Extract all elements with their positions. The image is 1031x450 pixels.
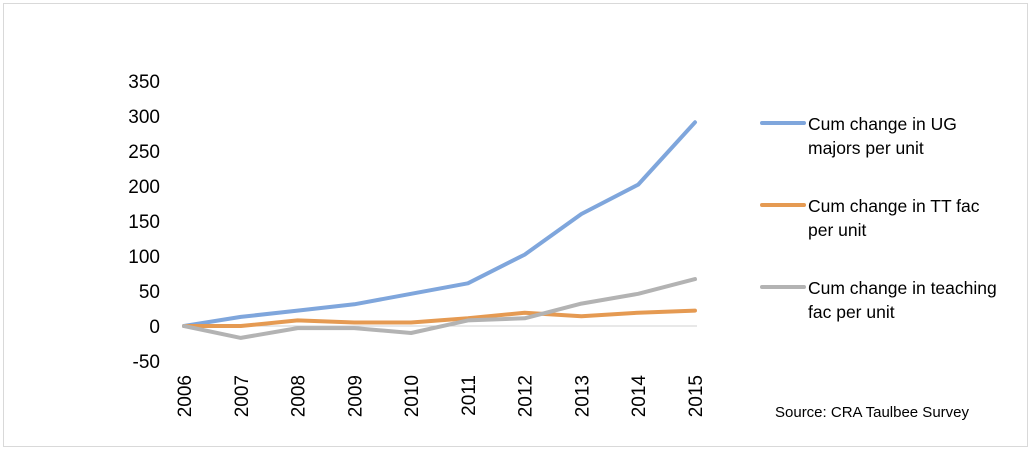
y-tick-label: 0 [149, 317, 160, 338]
y-tick-label: 350 [128, 72, 160, 93]
x-tick-label: 2011 [459, 375, 480, 416]
y-tick-label: 50 [139, 282, 160, 303]
x-tick-label: 2010 [402, 375, 423, 417]
x-axis: 2006 2007 2008 2009 2010 2011 2012 2013 2014 2015 [175, 375, 707, 418]
legend-item-tt-fac: Cum change in TT fac per unit [760, 194, 1010, 276]
legend: Cum change in UG majors per unit Cum cha… [760, 112, 1010, 358]
y-tick-label: 250 [128, 142, 160, 163]
x-tick-label: 2007 [232, 375, 253, 417]
legend-swatch-ug-majors [760, 121, 806, 125]
chart-frame [3, 3, 1028, 447]
legend-item-teaching-fac: Cum change in teaching fac per unit [760, 276, 1010, 358]
legend-item-ug-majors: Cum change in UG majors per unit [760, 112, 1010, 194]
source-note: Source: CRA Taulbee Survey [775, 404, 969, 421]
x-tick-label: 2014 [629, 375, 650, 418]
y-tick-label: 200 [128, 177, 160, 198]
x-tick-label: 2009 [345, 375, 366, 417]
series-line-2 [182, 277, 697, 340]
y-tick-label: 100 [128, 247, 160, 268]
y-tick-label: -50 [133, 352, 160, 373]
legend-label-teaching-fac: Cum change in teaching fac per unit [808, 278, 997, 322]
series-line-1 [182, 308, 697, 328]
legend-label-tt-fac: Cum change in TT fac per unit [808, 196, 980, 240]
legend-swatch-teaching-fac [760, 285, 806, 289]
legend-swatch-tt-fac [760, 203, 806, 207]
x-tick-label: 2008 [289, 375, 310, 417]
x-tick-label: 2013 [572, 375, 593, 417]
y-tick-label: 150 [128, 212, 160, 233]
plot-area [182, 120, 697, 340]
legend-label-ug-majors: Cum change in UG majors per unit [808, 114, 957, 158]
y-tick-label: 300 [128, 107, 160, 128]
x-tick-label: 2006 [175, 375, 196, 417]
series-line-0 [182, 120, 697, 328]
x-tick-label: 2015 [686, 375, 707, 417]
y-axis: 350 300 250 200 150 100 50 0 -50 [128, 72, 160, 373]
x-tick-label: 2012 [516, 375, 537, 417]
